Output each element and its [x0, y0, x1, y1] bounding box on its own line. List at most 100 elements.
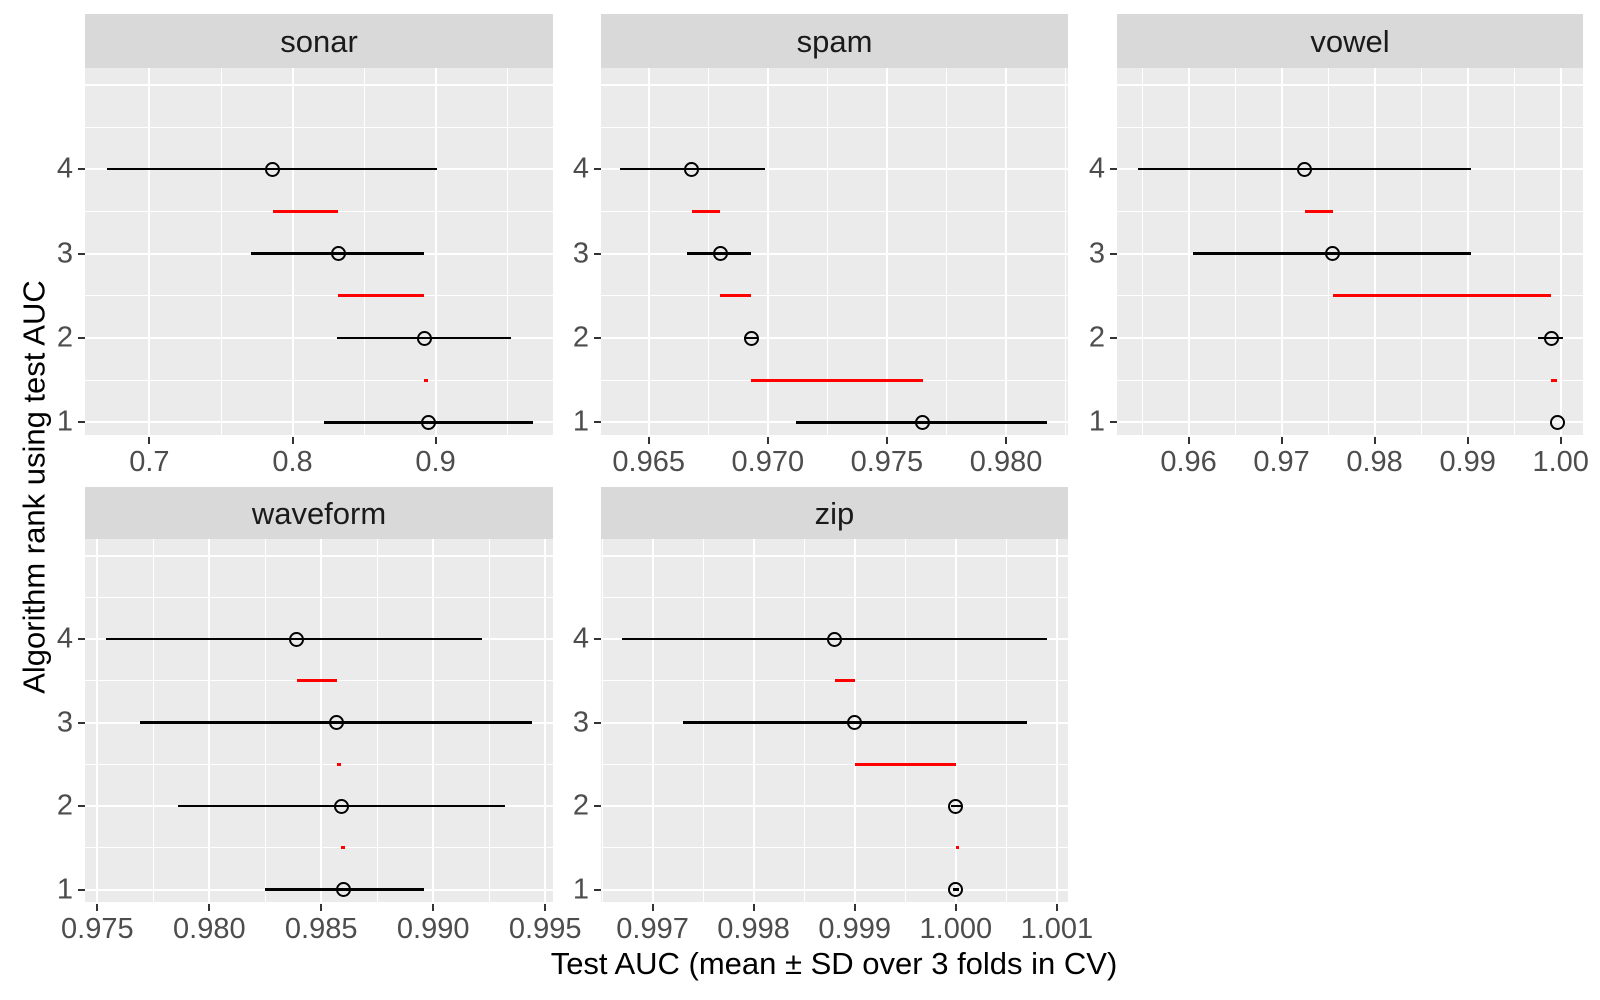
- mean-point: [336, 882, 352, 897]
- gridline-x-minor: [707, 68, 709, 435]
- gridline-x-major: [954, 539, 957, 902]
- y-tick-label: 2: [56, 321, 73, 354]
- x-tick-mark: [954, 904, 957, 911]
- gridline-y-minor: [601, 596, 1068, 598]
- mean-point: [915, 414, 931, 430]
- y-tick-label: 1: [1088, 405, 1105, 438]
- x-tick-mark: [885, 437, 888, 444]
- rank-gap-segment: [336, 762, 342, 766]
- gridline-x-minor: [946, 68, 947, 435]
- x-tick-mark: [432, 904, 435, 911]
- y-tick-mark: [78, 638, 85, 641]
- x-tick-mark: [1055, 904, 1058, 911]
- gridline-x-minor: [1141, 68, 1143, 435]
- gridline-x-major: [1280, 68, 1283, 435]
- y-tick-mark: [1110, 168, 1117, 171]
- y-tick-label: 4: [1088, 152, 1105, 185]
- x-tick-mark: [752, 904, 755, 911]
- gridline-x-major: [434, 68, 437, 435]
- gridline-x-minor: [1234, 68, 1236, 435]
- gridline-x-major: [885, 68, 888, 435]
- y-tick-label: 2: [572, 789, 589, 822]
- y-tick-mark: [594, 888, 601, 891]
- y-tick-label: 1: [56, 405, 73, 438]
- x-tick-mark: [1280, 437, 1283, 444]
- facet-title: sonar: [280, 23, 358, 59]
- y-axis-title: Algorithm rank using test AUC: [16, 280, 52, 694]
- mean-point: [1549, 414, 1565, 430]
- gridline-y-minor: [1117, 379, 1583, 381]
- rank-gap-segment: [691, 209, 721, 213]
- gridline-y-minor: [85, 763, 553, 765]
- y-tick-mark: [78, 805, 85, 807]
- gridline-y-major: [1117, 421, 1583, 424]
- rank-gap-segment: [341, 846, 345, 850]
- x-tick-mark: [1373, 437, 1376, 444]
- x-tick-label: 1.001: [1020, 913, 1094, 945]
- facet-strip-vowel: vowel: [1117, 14, 1583, 68]
- mean-point: [330, 246, 346, 262]
- gridline-x-major: [320, 539, 323, 902]
- y-tick-label: 4: [56, 622, 73, 655]
- mean-point: [743, 330, 759, 346]
- y-tick-label: 1: [572, 873, 589, 905]
- gridline-y-major: [601, 337, 1068, 339]
- x-tick-mark: [1187, 437, 1190, 444]
- rank-gap-segment: [751, 378, 923, 382]
- y-tick-mark: [1110, 421, 1117, 424]
- x-tick-label: 1.00: [1532, 446, 1589, 478]
- y-tick-label: 3: [572, 706, 589, 739]
- x-tick-mark: [544, 904, 547, 911]
- y-tick-mark: [78, 888, 85, 891]
- mean-point: [333, 798, 349, 814]
- y-tick-mark: [594, 721, 601, 724]
- gridline-y-major: [85, 421, 553, 424]
- gridline-x-major: [544, 539, 547, 902]
- rank-gap-segment: [720, 294, 752, 298]
- gridline-y-major: [601, 252, 1068, 255]
- x-tick-label: 0.975: [61, 913, 134, 945]
- gridline-y-major: [1117, 337, 1583, 339]
- gridline-x-minor: [1065, 68, 1067, 435]
- gridline-x-minor: [1005, 539, 1007, 902]
- y-tick-label: 3: [572, 237, 589, 270]
- x-tick-label: 0.97: [1253, 446, 1310, 478]
- y-tick-mark: [78, 421, 85, 424]
- x-tick-label: 0.970: [731, 446, 805, 478]
- gridline-y-minor: [85, 126, 553, 128]
- rank-gap-segment: [1551, 378, 1557, 382]
- x-tick-label: 0.7: [129, 446, 170, 478]
- y-tick-mark: [78, 337, 85, 339]
- gridline-y-minor: [601, 210, 1068, 212]
- gridline-x-major: [651, 539, 654, 902]
- x-tick-label: 0.96: [1160, 446, 1217, 478]
- y-tick-mark: [594, 337, 601, 339]
- x-tick-label: 0.99: [1439, 446, 1496, 478]
- mean-point: [1543, 330, 1559, 346]
- x-tick-label: 0.980: [173, 913, 246, 945]
- x-tick-mark: [434, 437, 437, 444]
- x-tick-label: 0.8: [272, 446, 313, 478]
- gridline-x-major: [1466, 68, 1469, 435]
- gridline-x-minor: [1420, 68, 1422, 435]
- facet-title: waveform: [251, 495, 387, 531]
- gridline-y-major: [601, 83, 1068, 86]
- gridline-x-major: [148, 68, 151, 435]
- rank-gap-segment: [296, 679, 337, 683]
- mean-point: [1297, 161, 1313, 177]
- gridline-x-major: [647, 68, 650, 435]
- gridline-y-major: [601, 888, 1068, 891]
- mean-point: [847, 715, 863, 731]
- rank-gap-segment: [1304, 209, 1333, 213]
- facet-strip-zip: zip: [601, 487, 1068, 539]
- gridline-y-minor: [85, 379, 553, 381]
- gridline-y-minor: [85, 295, 553, 297]
- gridline-x-minor: [152, 539, 154, 902]
- x-tick-mark: [1466, 437, 1469, 444]
- gridline-x-major: [96, 539, 99, 902]
- gridline-y-major: [85, 554, 553, 557]
- gridline-x-major: [766, 68, 769, 435]
- gridline-x-minor: [488, 539, 490, 902]
- y-tick-label: 3: [1088, 237, 1105, 270]
